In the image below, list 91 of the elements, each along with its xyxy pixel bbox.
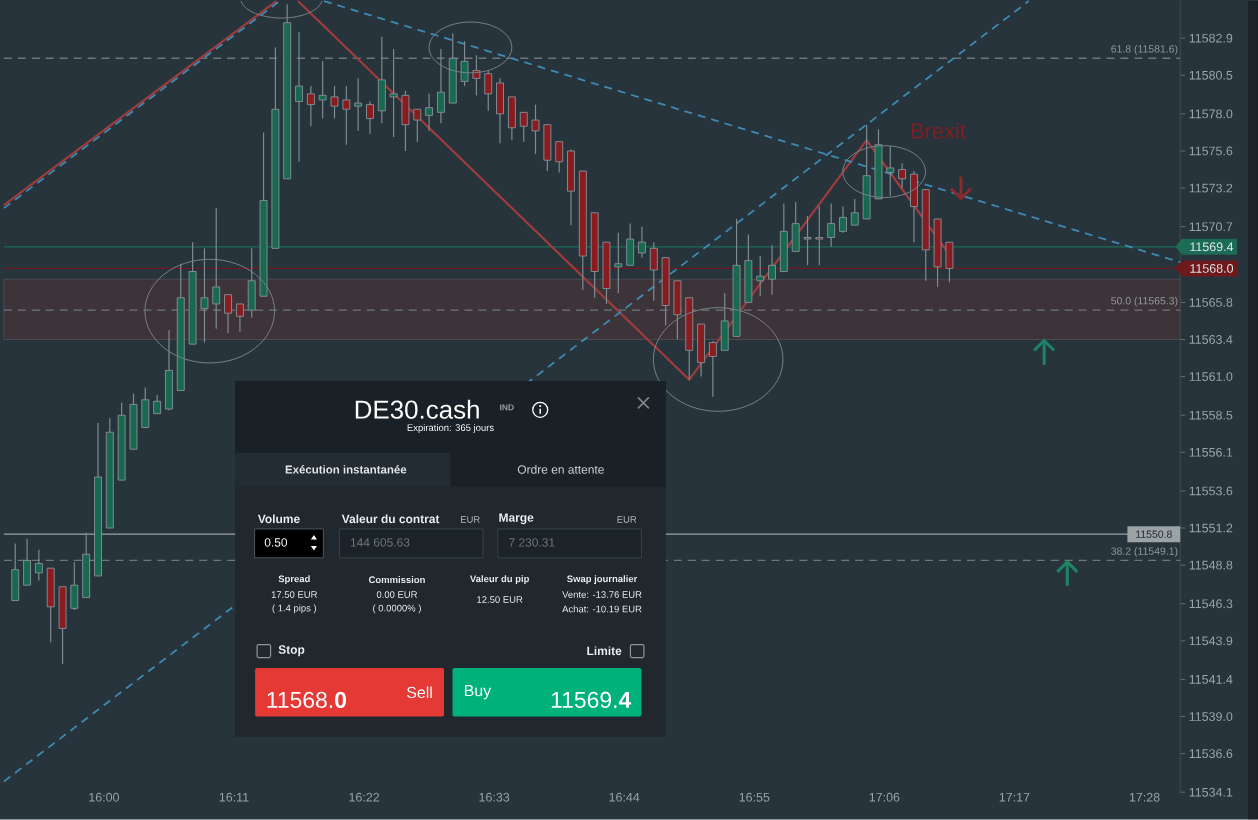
ref-line-label: 11569.4 [1190,242,1234,252]
y-tick-label: 11548.8 [1189,560,1233,570]
candlestick [839,206,847,234]
candlestick [389,48,398,138]
annotation: Exécution instantanée [285,465,407,474]
y-tick-label: 11536.6 [1189,749,1233,759]
annotation: Expiration: 365 jours [407,424,494,434]
x-tick-label: 16:44 [609,793,640,802]
annotation: ( 0.0000% ) [373,604,421,614]
annotation: Valeur du contrat [341,514,440,524]
candlestick [330,85,339,120]
y-tick-label: 11541.4 [1189,675,1233,685]
annotation: EUR [617,516,637,524]
annotation: Buy [464,685,492,700]
annotation: Brexit [911,122,966,139]
annotation: 0.00 EUR [376,591,418,599]
annotation: Commission [368,576,425,584]
x-tick-label: 17:28 [1129,793,1160,802]
annotation: Stop [278,645,305,657]
annotation: Marge [499,513,534,525]
annotation: 12.50 EUR [477,596,523,604]
annotation: EUR [460,516,480,524]
annotation: Sell [406,686,432,699]
candlestick [70,561,79,611]
annotation: IND [500,404,514,411]
y-tick-label: 11582.9 [1189,33,1233,43]
candlestick [815,206,824,267]
ref-line-label: 11568.0 [1190,264,1234,274]
annotation: Valeur du pip [469,575,529,585]
candlestick [224,294,233,335]
annotation: 11568.0 [267,692,347,709]
annotation: Limite [587,646,622,656]
annotation: 0.50 [264,538,288,547]
candlestick [555,141,564,174]
annotation: Vente: -13.76 EUR [562,591,642,599]
y-tick-label: 11570.7 [1189,222,1233,232]
x-tick-label: 16:55 [739,793,770,802]
annotation: Achat: -10.19 EUR [562,605,642,613]
annotation: 144 605.63 [350,538,410,547]
ref-line-label: 11550.8 [1136,530,1172,539]
annotation: 11569.4 [551,692,632,709]
candlestick [898,162,907,189]
y-tick-label: 11561.0 [1189,372,1233,382]
candlestick [153,394,162,415]
y-tick-label: 11551.2 [1189,523,1233,533]
annotation: Ordre en attente [517,465,604,474]
candlestick [365,101,374,135]
candlestick [413,108,422,143]
annotation: 17.50 EUR [271,591,317,599]
y-tick-label: 11534.1 [1189,788,1233,797]
annotation: Volume [257,514,300,524]
candlestick [519,111,528,143]
candlestick [425,93,434,132]
candlestick [34,549,43,582]
y-tick-label: 11565.8 [1189,298,1233,308]
x-tick-label: 17:06 [869,793,900,802]
candlestick [342,85,351,146]
annotation: Swap journalier [567,575,638,585]
y-tick-label: 11543.9 [1189,636,1233,646]
y-tick-label: 11573.2 [1189,183,1233,193]
candlestick [531,104,540,155]
y-tick-label: 11563.4 [1189,335,1233,345]
candlestick [708,340,717,398]
x-tick-label: 16:00 [89,793,120,802]
y-tick-label: 11575.6 [1189,146,1233,156]
ref-line-label: 50.0 (11565.3) [1111,297,1178,307]
ref-line-label: 61.8 (11581.6) [1111,45,1178,55]
y-tick-label: 11556.1 [1189,448,1233,457]
annotation: Spread [278,575,310,585]
candlestick [649,241,658,302]
x-tick-label: 16:11 [219,793,249,802]
annotation: DE30.cash [355,400,479,420]
y-tick-label: 11546.3 [1189,599,1233,609]
candlestick [756,255,765,298]
y-tick-label: 11539.0 [1189,712,1233,722]
candlestick [354,77,363,132]
candlestick [850,198,859,226]
candlestick [235,303,244,333]
candlestick [306,85,315,128]
y-tick-label: 11578.0 [1189,109,1233,119]
candlestick [295,31,304,163]
x-tick-label: 16:22 [349,793,380,802]
y-tick-label: 11580.5 [1189,71,1233,80]
x-tick-label: 17:17 [999,793,1030,802]
annotation: 7 230.31 [509,538,555,547]
y-tick-label: 11558.5 [1189,411,1233,420]
x-tick-label: 16:33 [479,793,510,802]
ref-line-label: 38.2 (11549.1) [1111,547,1178,558]
y-tick-label: 11553.6 [1189,486,1233,496]
candlestick [318,60,327,120]
annotation: ( 1.4 pips ) [272,604,317,614]
